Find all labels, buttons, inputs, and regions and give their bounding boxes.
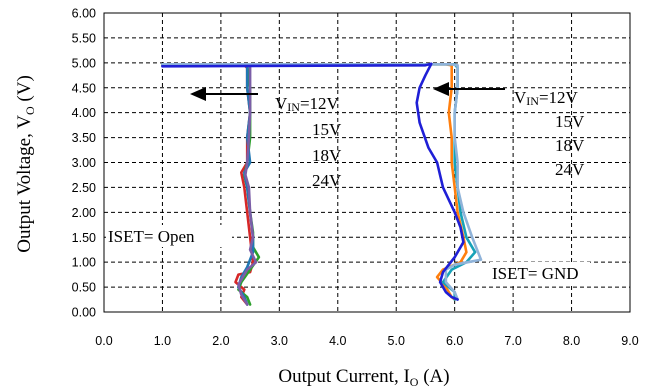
iset-gnd-label: ISET= GND — [492, 264, 579, 283]
x-tick-label: 9.0 — [621, 334, 638, 348]
y-axis-title: Output Voltage, VO (V) — [14, 75, 37, 253]
vin-left-18v: 18V — [312, 146, 342, 165]
iset-open-label: ISET= Open — [108, 227, 195, 246]
y-tick-labels: 0.00 0.50 1.00 1.50 2.00 2.50 3.00 3.50 4.00 4.50… — [72, 7, 96, 320]
y-tick-label: 3.50 — [72, 131, 96, 145]
x-tick-label: 6.0 — [446, 334, 463, 348]
y-tick-label: 1.50 — [72, 231, 96, 245]
y-tick-label: 5.00 — [72, 56, 96, 70]
x-axis-title: Output Current, IO (A) — [278, 366, 449, 389]
x-tick-label: 8.0 — [563, 334, 580, 348]
vin-left-24v: 24V — [312, 171, 342, 190]
x-tick-label: 1.0 — [154, 334, 171, 348]
y-tick-label: 5.50 — [72, 31, 96, 45]
annotations: VIN=12V 15V 18V 24V VIN=12V 15V 18V 24V … — [106, 82, 590, 284]
series-line-gnd — [161, 63, 483, 301]
x-tick-label: 7.0 — [504, 334, 521, 348]
y-tick-label: 1.00 — [72, 256, 96, 270]
x-tick-label: 5.0 — [388, 334, 405, 348]
arrow-left-head — [190, 87, 206, 101]
y-tick-label: 2.00 — [72, 206, 96, 220]
y-tick-label: 3.00 — [72, 156, 96, 170]
y-tick-label: 6.00 — [72, 7, 96, 21]
vin-right-15v: 15V — [555, 112, 585, 131]
x-tick-label: 0.0 — [95, 334, 112, 348]
y-tick-label: 0.50 — [72, 281, 96, 295]
y-tick-label: 4.00 — [72, 106, 96, 120]
iset-open-label-bg — [106, 225, 232, 247]
vin-left-15v: 15V — [312, 120, 342, 139]
y-tick-label: 2.50 — [72, 181, 96, 195]
data-series — [161, 62, 483, 306]
arrow-right-head — [433, 82, 449, 96]
iset-gnd-label-bg — [490, 262, 590, 284]
vin-right-18v: 18V — [555, 136, 585, 155]
series-line-open — [161, 64, 258, 306]
x-tick-label: 2.0 — [212, 334, 229, 348]
y-tick-label: 4.50 — [72, 81, 96, 95]
x-tick-labels: 0.0 1.0 2.0 3.0 4.0 5.0 6.0 7.0 8.0 9.0 — [95, 334, 638, 348]
series-line-open — [161, 64, 255, 306]
vin-right-24v: 24V — [555, 160, 585, 179]
y-tick-label: 0.00 — [72, 306, 96, 320]
vin-left-label: VIN=12V — [275, 94, 340, 114]
x-tick-label: 3.0 — [271, 334, 288, 348]
x-tick-label: 4.0 — [329, 334, 346, 348]
series-line-open — [161, 64, 255, 306]
series-line-gnd — [161, 62, 465, 301]
vin-right-label: VIN=12V — [514, 88, 579, 108]
plot-area-frame — [103, 12, 631, 313]
